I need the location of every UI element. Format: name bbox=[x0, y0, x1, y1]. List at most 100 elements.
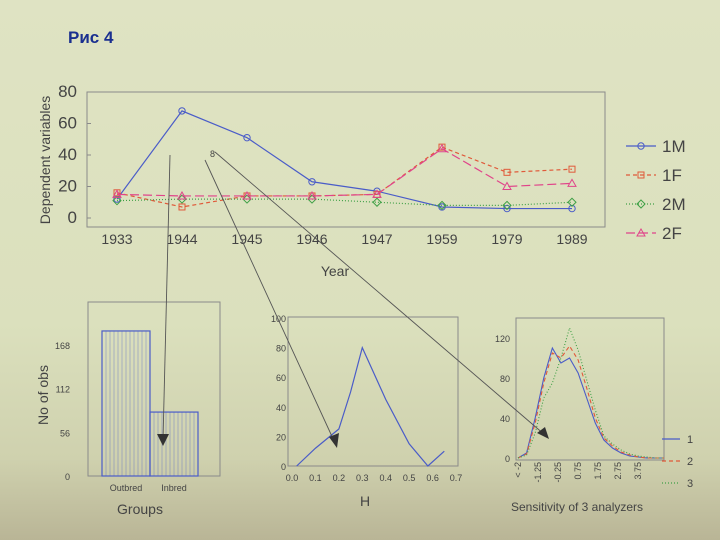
bar-chart-xtick: Inbred bbox=[161, 483, 187, 493]
sensitivity-chart-legend: 1 2 3 bbox=[662, 434, 693, 490]
sensitivity-chart-xtick: -0.25 bbox=[553, 462, 563, 483]
line-point-2F bbox=[307, 190, 317, 200]
legend-label-1M: 1M bbox=[662, 137, 686, 156]
legend-marker-2F bbox=[636, 227, 646, 237]
h-chart-xtick: 0.0 bbox=[286, 473, 299, 483]
line-point-2M bbox=[112, 195, 122, 206]
sensitivity-legend-label-2: 2 bbox=[687, 456, 693, 468]
arrowhead-bar-chart bbox=[157, 434, 169, 446]
line-chart-legend: 1M 1F 2M 2F bbox=[626, 137, 686, 243]
line-point-2M bbox=[437, 200, 447, 211]
line-point-2F bbox=[112, 189, 122, 198]
sensitivity-chart-xtick: < -2 bbox=[513, 462, 523, 478]
line-chart-ylabel: Dependent variables bbox=[37, 96, 53, 224]
sensitivity-series-1 bbox=[517, 346, 664, 459]
bar-chart-ylabel: No of obs bbox=[35, 365, 51, 425]
h-chart-xtick: 0.7 bbox=[450, 473, 463, 483]
line-chart-xtick: 1945 bbox=[231, 231, 262, 247]
h-chart-line bbox=[296, 345, 445, 467]
connector-to-h-chart bbox=[204, 159, 336, 444]
connector-to-sensitivity-chart bbox=[214, 151, 546, 436]
slide-title: Рис 4 bbox=[68, 28, 114, 47]
line-point-2M bbox=[242, 194, 252, 204]
sensitivity-chart-xtick: -1.25 bbox=[533, 462, 543, 483]
bar-chart-plot: 0 56 112 168 Outbred Inbred bbox=[55, 330, 199, 493]
h-chart-ytick: 80 bbox=[276, 344, 286, 354]
connector-arrowheads bbox=[157, 427, 549, 448]
bar-chart-xtick: Outbred bbox=[110, 483, 143, 493]
sensitivity-chart-ytick: 120 bbox=[495, 334, 510, 344]
sensitivity-chart-plot: 0 40 80 120 < -2 -1.25 -0.25 0.75 1.75 2.75 3.75 bbox=[495, 326, 664, 483]
line-series-2M bbox=[116, 198, 573, 206]
sensitivity-chart-frame bbox=[515, 317, 665, 461]
line-chart-xtick: 1989 bbox=[556, 231, 587, 247]
line-point-1M bbox=[568, 204, 576, 213]
line-point-2F bbox=[372, 189, 382, 198]
line-chart-ytick: 0 bbox=[68, 208, 77, 227]
line-series-1F bbox=[116, 146, 573, 208]
line-point-1M bbox=[438, 203, 446, 211]
line-chart-ytick: 60 bbox=[58, 114, 77, 133]
line-point-2M bbox=[372, 197, 382, 207]
sensitivity-series-2 bbox=[517, 345, 664, 459]
h-chart-frame bbox=[287, 316, 459, 467]
line-chart-ytick: 40 bbox=[58, 145, 77, 164]
sensitivity-chart-ytick: 0 bbox=[505, 454, 510, 464]
line-chart-xtick: 1946 bbox=[296, 231, 327, 247]
sensitivity-chart-xtick: 3.75 bbox=[633, 462, 643, 480]
line-chart-plot: 0 20 40 60 80 1933 1944 1945 1946 1947 1959 1979 198… bbox=[58, 82, 588, 247]
h-chart-xtick: 0.3 bbox=[356, 473, 369, 483]
h-chart-xtick: 0.5 bbox=[403, 473, 416, 483]
bar-chart-ytick: 168 bbox=[55, 341, 70, 351]
h-chart-xtick: 0.2 bbox=[333, 473, 346, 483]
line-point-1F bbox=[178, 203, 186, 211]
line-point-2F bbox=[567, 178, 577, 187]
bar-chart-ytick: 112 bbox=[56, 385, 70, 395]
h-chart-ytick: 60 bbox=[276, 373, 286, 383]
line-point-2F bbox=[242, 190, 252, 200]
arrowhead-sensitivity-chart bbox=[537, 427, 549, 439]
sensitivity-chart-xtick: 0.75 bbox=[573, 462, 583, 480]
legend-marker-1F bbox=[637, 171, 645, 179]
line-point-2M bbox=[307, 194, 317, 204]
line-point-1M bbox=[308, 178, 316, 186]
connector-lines bbox=[162, 151, 546, 444]
h-chart-xlabel: H bbox=[360, 493, 370, 509]
line-chart-xtick: 1933 bbox=[101, 231, 132, 247]
line-chart-ytick: 20 bbox=[58, 177, 77, 196]
h-chart-ytick: 0 bbox=[281, 462, 286, 472]
line-point-1F bbox=[568, 165, 576, 173]
line-point-2M bbox=[502, 200, 512, 211]
legend-label-1F: 1F bbox=[662, 166, 682, 185]
bar-chart-xlabel: Groups bbox=[117, 501, 163, 517]
sensitivity-series-3 bbox=[517, 326, 664, 459]
line-chart-xtick: 1979 bbox=[491, 231, 522, 247]
line-chart-xlabel: Year bbox=[321, 263, 350, 279]
line-series-1M bbox=[116, 110, 572, 210]
line-chart-frame bbox=[86, 91, 606, 228]
arrowhead-h-chart bbox=[329, 433, 339, 448]
line-point-1F bbox=[503, 168, 511, 176]
h-chart-xtick: 0.6 bbox=[426, 473, 439, 483]
legend-label-2F: 2F bbox=[662, 224, 682, 243]
legend-marker-1M bbox=[637, 142, 645, 150]
sensitivity-chart-ytick: 40 bbox=[500, 414, 510, 424]
h-chart-xtick: 0.4 bbox=[379, 473, 392, 483]
sensitivity-legend-label-3: 3 bbox=[687, 478, 693, 490]
line-chart-ytick: 80 bbox=[58, 82, 77, 101]
line-chart-xtick: 1947 bbox=[361, 231, 392, 247]
legend-marker-2M bbox=[636, 199, 646, 209]
sensitivity-chart-xlabel: Sensitivity of 3 analyzers bbox=[511, 500, 643, 514]
sensitivity-chart-xtick: 2.75 bbox=[613, 462, 623, 480]
h-chart-ytick: 20 bbox=[276, 432, 286, 442]
line-point-1M bbox=[243, 133, 251, 142]
line-series-2F bbox=[116, 147, 573, 197]
sensitivity-legend-label-1: 1 bbox=[687, 434, 693, 446]
line-chart-xtick: 1944 bbox=[166, 231, 197, 247]
line-point-2M bbox=[567, 197, 577, 207]
line-point-2F bbox=[177, 190, 187, 200]
line-point-2M bbox=[177, 194, 187, 204]
line-point-2F bbox=[502, 181, 512, 190]
connector-to-bar-chart bbox=[162, 154, 171, 441]
